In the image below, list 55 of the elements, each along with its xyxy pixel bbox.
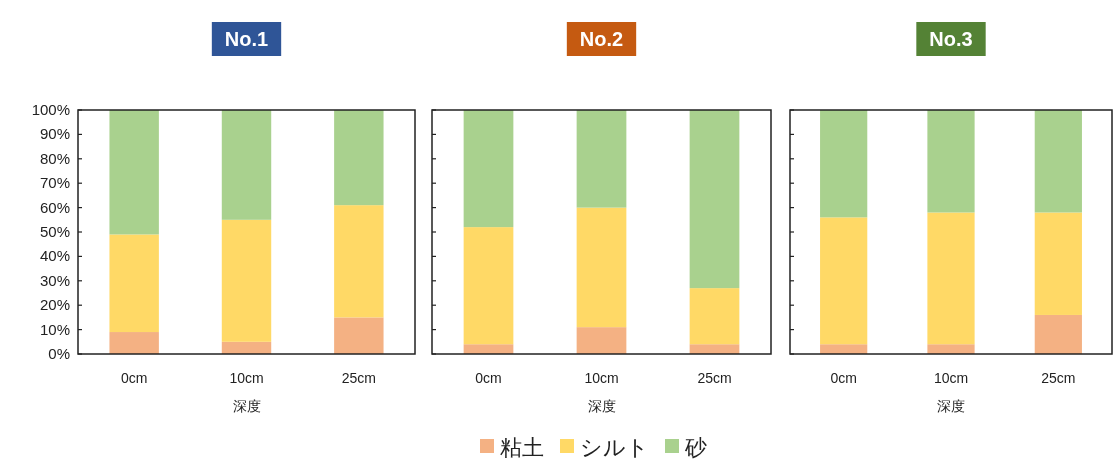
bar — [334, 110, 384, 206]
bar — [463, 227, 514, 345]
x-tick-label: 0cm — [475, 370, 502, 386]
x-tick-label: 25cm — [1041, 370, 1076, 386]
bar — [334, 317, 384, 354]
x-tick-label: 10cm — [933, 370, 969, 386]
bar — [927, 110, 975, 213]
bar — [1034, 314, 1082, 354]
bar — [820, 217, 868, 345]
y-tick-label: 10% — [39, 320, 70, 338]
x-tick-label: 0cm — [830, 370, 857, 386]
bar — [689, 344, 740, 354]
bar — [576, 327, 627, 354]
bar — [927, 344, 975, 354]
y-tick-label: 30% — [39, 271, 70, 289]
y-tick-label: 70% — [39, 174, 70, 192]
bar — [820, 344, 868, 354]
x-axis-title: 深度 — [587, 398, 616, 414]
legend-label: シルト — [580, 435, 649, 460]
bar — [334, 205, 384, 318]
y-tick-label: 60% — [39, 198, 70, 216]
bar — [221, 219, 272, 342]
bar — [1034, 212, 1082, 315]
bar — [576, 207, 627, 328]
bar — [576, 110, 627, 208]
x-axis-title: 深度 — [232, 398, 261, 414]
x-tick-label: 10cm — [229, 370, 264, 386]
x-tick-label: 10cm — [584, 370, 619, 386]
chart-title: No.3 — [929, 28, 973, 50]
bar — [463, 344, 514, 354]
bar — [463, 110, 514, 228]
bar — [109, 234, 159, 333]
x-tick-label: 25cm — [341, 370, 376, 386]
bar — [109, 332, 159, 354]
x-axis-title: 深度 — [937, 398, 965, 414]
y-tick-label: 20% — [39, 296, 70, 314]
y-tick-label: 100% — [31, 101, 70, 118]
chart-title: No.1 — [224, 28, 269, 50]
y-tick-label: 50% — [39, 223, 70, 240]
x-tick-label: 0cm — [120, 370, 148, 386]
y-tick-label: 90% — [39, 125, 70, 143]
legend-label: 砂 — [684, 435, 707, 460]
chart-title: No.2 — [579, 28, 624, 50]
bar — [927, 212, 975, 345]
bar — [221, 110, 272, 220]
x-tick-label: 25cm — [697, 370, 732, 386]
y-tick-label: 0% — [48, 345, 70, 362]
y-tick-label: 80% — [39, 149, 70, 167]
y-tick-label: 40% — [39, 247, 70, 265]
bar — [109, 110, 159, 235]
bar — [689, 288, 740, 345]
bar — [820, 110, 868, 218]
legend-label: 粘土 — [500, 435, 544, 460]
bar — [689, 110, 740, 289]
bar — [1034, 110, 1082, 213]
